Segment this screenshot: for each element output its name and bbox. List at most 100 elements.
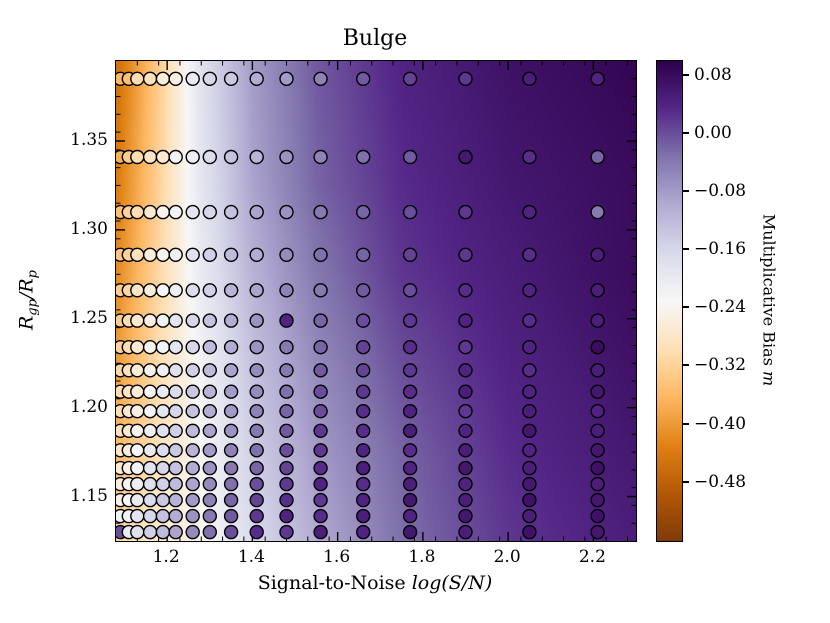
data-point <box>185 524 200 540</box>
data-point <box>130 247 145 263</box>
data-point <box>313 340 328 355</box>
data-point <box>355 247 371 263</box>
xlabel-text: Signal-to-Noise <box>257 572 406 594</box>
data-point <box>142 313 158 328</box>
data-point <box>223 283 239 298</box>
y-tick-label: 1.35 <box>70 130 108 150</box>
data-point <box>223 524 239 540</box>
data-point <box>249 149 264 165</box>
data-point <box>313 384 328 399</box>
data-point <box>202 204 218 220</box>
data-point <box>155 204 171 220</box>
data-point <box>458 204 473 220</box>
data-point <box>168 71 183 86</box>
data-point <box>142 460 158 476</box>
data-point <box>168 404 183 419</box>
data-point <box>522 313 537 328</box>
data-point <box>130 443 145 458</box>
colorbar-tick-label: −0.48 <box>694 471 747 492</box>
data-point <box>142 363 158 378</box>
data-point <box>155 384 171 399</box>
data-point <box>142 524 158 540</box>
data-point <box>313 508 328 524</box>
data-point <box>249 340 264 355</box>
data-point <box>402 460 418 476</box>
data-point <box>458 340 473 355</box>
data-point <box>142 476 158 492</box>
data-point <box>402 247 418 263</box>
data-point <box>249 71 264 86</box>
data-point <box>142 71 158 86</box>
data-point <box>202 384 218 399</box>
data-point <box>202 508 218 524</box>
data-point <box>458 508 473 524</box>
data-point <box>522 340 537 355</box>
data-point <box>402 524 418 540</box>
data-point <box>168 283 183 298</box>
colorbar-tick-mark <box>683 73 689 76</box>
data-point <box>130 508 145 524</box>
data-point <box>279 283 294 298</box>
data-point <box>168 363 183 378</box>
colorbar-tick-mark <box>683 189 689 192</box>
ylabel-sep: / <box>15 292 38 300</box>
data-point <box>249 443 264 458</box>
data-point <box>522 283 537 298</box>
data-point <box>458 404 473 419</box>
data-point <box>202 524 218 540</box>
data-point <box>279 423 294 438</box>
data-point <box>223 423 239 438</box>
data-point <box>249 313 264 328</box>
data-point <box>155 247 171 263</box>
data-point <box>202 340 218 355</box>
colorbar-tick-label: −0.16 <box>694 239 747 260</box>
data-point <box>130 149 145 165</box>
data-point <box>168 524 183 540</box>
data-point <box>249 423 264 438</box>
x-tick-label: 1.8 <box>408 547 436 567</box>
x-axis-label: Signal-to-Noise log(S/N) <box>115 572 635 594</box>
data-point <box>522 384 537 399</box>
data-point <box>249 524 264 540</box>
ylabel-r2: R <box>15 278 38 293</box>
data-point <box>402 384 418 399</box>
data-point <box>249 204 264 220</box>
data-point <box>130 340 145 355</box>
data-point <box>155 443 171 458</box>
data-point <box>522 508 537 524</box>
data-point <box>313 423 328 438</box>
data-point <box>355 313 371 328</box>
data-point <box>155 363 171 378</box>
data-point <box>458 363 473 378</box>
heatmap-background <box>116 61 636 541</box>
data-point <box>458 313 473 328</box>
data-point <box>402 283 418 298</box>
data-point <box>522 404 537 419</box>
data-point <box>279 508 294 524</box>
data-point <box>355 71 371 86</box>
data-point <box>223 363 239 378</box>
data-point <box>355 363 371 378</box>
x-axis-tick-labels: 1.2 1.4 1.6 1.8 2.0 2.2 <box>115 547 635 571</box>
colorbar-tick-label: −0.32 <box>694 355 747 376</box>
data-point <box>142 149 158 165</box>
data-point <box>402 71 418 86</box>
data-point <box>279 247 294 263</box>
data-point <box>590 384 605 399</box>
data-point <box>155 71 171 86</box>
data-point <box>155 492 171 508</box>
data-point <box>402 492 418 508</box>
colorbar-label-math: m <box>759 371 779 387</box>
data-point <box>458 443 473 458</box>
data-point <box>130 204 145 220</box>
data-point <box>313 71 328 86</box>
data-point <box>313 443 328 458</box>
data-point <box>142 404 158 419</box>
chart-title: Bulge <box>342 26 408 51</box>
data-point <box>279 313 294 328</box>
scatter-overlay <box>116 61 636 541</box>
data-point <box>223 460 239 476</box>
data-point <box>202 247 218 263</box>
data-point <box>168 149 183 165</box>
